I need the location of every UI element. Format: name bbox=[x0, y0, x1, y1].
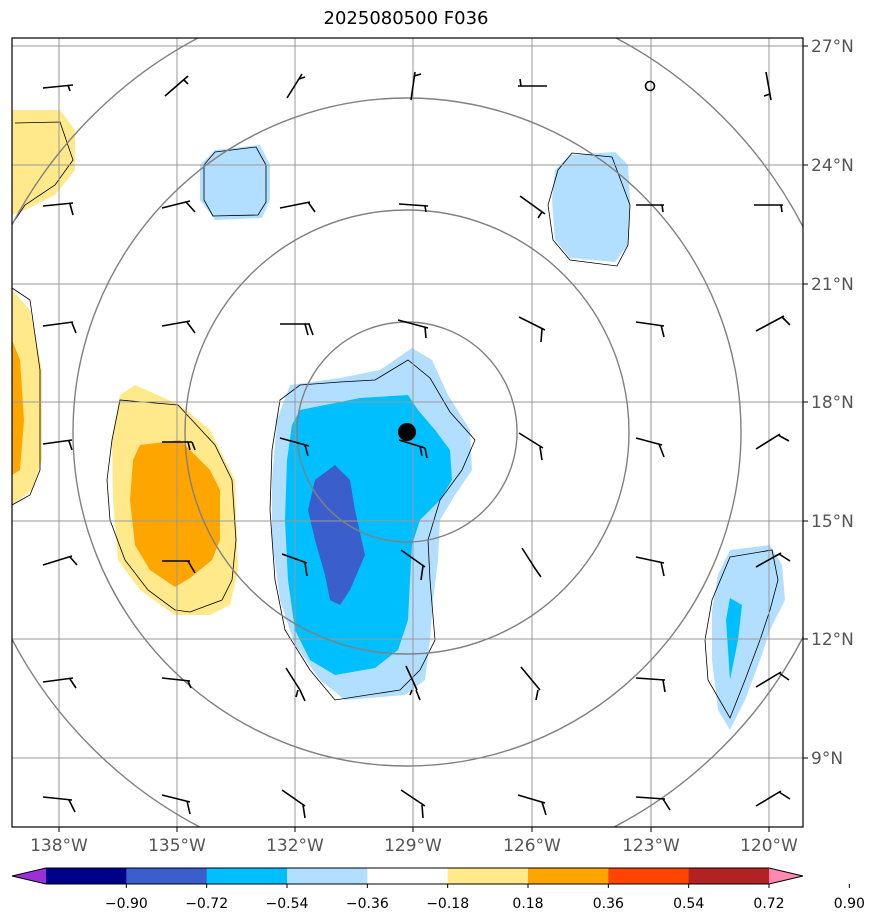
colorbar-outline bbox=[11, 867, 804, 885]
colorbar-tick-label: −0.18 bbox=[426, 896, 469, 912]
lon-label: 123°W bbox=[622, 836, 680, 856]
lat-label: 24°N bbox=[811, 156, 854, 176]
longitude-labels: 138°W 135°W 132°W 129°W 126°W 123°W 120°… bbox=[30, 836, 798, 856]
lon-label: 138°W bbox=[30, 836, 88, 856]
colorbar-tick-label: 0.90 bbox=[834, 896, 865, 912]
colorbar-segment bbox=[206, 868, 288, 884]
colorbar-tick-label: −0.90 bbox=[105, 896, 148, 912]
colorbar: −0.90 −0.72 −0.54 −0.36 −0.18 0.18 0.36 0.54 0.7… bbox=[11, 867, 865, 912]
wind-barbs bbox=[42, 71, 791, 819]
colorbar-segment bbox=[287, 868, 368, 884]
colorbar-segment bbox=[46, 868, 127, 884]
colorbar-tick-label: 0.18 bbox=[512, 896, 543, 912]
lat-label: 27°N bbox=[811, 37, 854, 57]
lat-label: 9°N bbox=[811, 749, 843, 769]
lon-label: 120°W bbox=[740, 836, 798, 856]
colorbar-tick-label: −0.54 bbox=[266, 896, 309, 912]
lat-label: 15°N bbox=[811, 512, 854, 532]
colorbar-segment bbox=[688, 868, 770, 884]
lat-label: 21°N bbox=[811, 275, 854, 295]
colorbar-extend-low bbox=[12, 868, 46, 884]
colorbar-tick-label: 0.54 bbox=[673, 896, 704, 912]
latitude-labels: 27°N 24°N 21°N 18°N 15°N 12°N 9°N bbox=[811, 37, 854, 769]
lon-label: 132°W bbox=[266, 836, 324, 856]
colorbar-tick-label: 0.36 bbox=[593, 896, 624, 912]
axis-ticks bbox=[58, 45, 808, 832]
lat-label: 12°N bbox=[811, 630, 854, 650]
lon-label: 135°W bbox=[148, 836, 206, 856]
colorbar-segment bbox=[367, 868, 449, 884]
lon-label: 129°W bbox=[384, 836, 442, 856]
storm-center-marker bbox=[398, 423, 416, 441]
colorbar-segment bbox=[447, 868, 529, 884]
colorbar-tick-label: −0.72 bbox=[185, 896, 228, 912]
colorbar-extend-high bbox=[769, 868, 803, 884]
colorbar-segment bbox=[608, 868, 690, 884]
colorbar-tick-label: −0.36 bbox=[346, 896, 389, 912]
colorbar-segment bbox=[126, 868, 208, 884]
lat-label: 18°N bbox=[811, 393, 854, 413]
colorbar-tick-label: 0.72 bbox=[753, 896, 784, 912]
map-frame bbox=[11, 37, 804, 828]
lon-label: 126°W bbox=[503, 836, 561, 856]
colorbar-segment bbox=[528, 868, 609, 884]
map-title: 2025080500 F036 bbox=[323, 8, 489, 29]
